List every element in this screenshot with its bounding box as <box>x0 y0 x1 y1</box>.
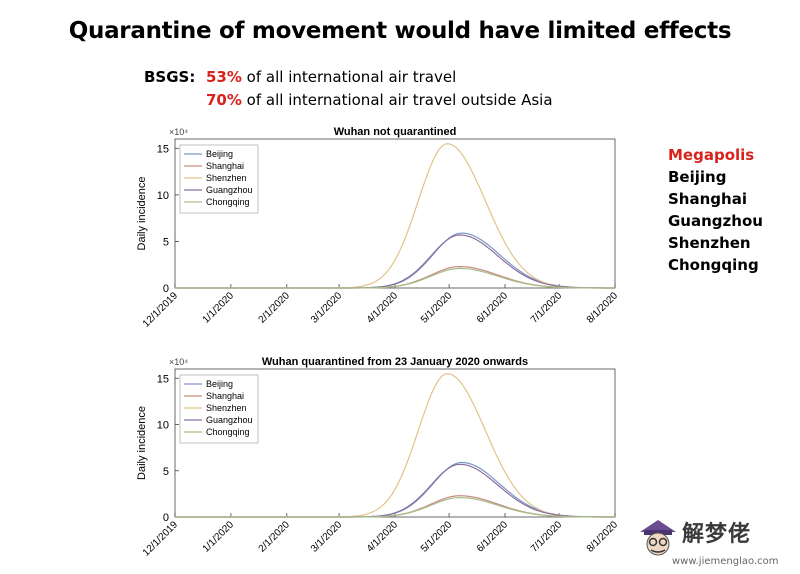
y-axis-label: Daily incidence <box>136 406 148 480</box>
legend-entry: Shenzhen <box>206 173 247 183</box>
x-tick-label: 12/1/2019 <box>141 519 181 559</box>
y-axis-label: Daily incidence <box>136 177 148 251</box>
detective-logo-icon <box>640 520 676 556</box>
x-tick-label: 7/1/2020 <box>529 519 565 555</box>
legend-entry: Guangzhou <box>206 415 253 425</box>
megapolis-item: Beijing <box>668 168 727 186</box>
y-multiplier: ×10⁴ <box>169 357 188 367</box>
x-tick-label: 8/1/2020 <box>585 290 621 326</box>
legend-entry: Beijing <box>206 379 233 389</box>
x-tick-label: 4/1/2020 <box>365 519 401 555</box>
megapolis-heading: Megapolis <box>668 146 755 164</box>
slide-title: Quarantine of movement would have limite… <box>68 18 732 44</box>
legend-entry: Chongqing <box>206 197 250 207</box>
y-multiplier: ×10⁴ <box>169 127 188 137</box>
chart-panel: Wuhan quarantined from 23 January 2020 o… <box>136 356 620 559</box>
megapolis-item: Shenzhen <box>668 234 751 252</box>
y-tick-label: 5 <box>163 236 169 248</box>
y-tick-label: 15 <box>157 373 169 385</box>
y-tick-label: 5 <box>163 466 169 478</box>
x-tick-label: 1/1/2020 <box>201 519 237 555</box>
watermark: 解梦佬 www.jiemenglao.com <box>636 512 796 572</box>
legend-entry: Shanghai <box>206 391 244 401</box>
legend-entry: Guangzhou <box>206 185 253 195</box>
x-tick-label: 5/1/2020 <box>419 519 455 555</box>
megapolis-list: Megapolis Beijing Shanghai Guangzhou She… <box>668 144 763 276</box>
bsgs-line-1: BSGS: 53% of all international air travel <box>144 66 553 89</box>
bsgs-text-1: of all international air travel <box>241 68 457 86</box>
x-tick-label: 12/1/2019 <box>141 290 181 330</box>
watermark-site: www.jiemenglao.com <box>672 556 779 567</box>
y-tick-label: 15 <box>157 143 169 155</box>
x-tick-label: 6/1/2020 <box>475 519 511 555</box>
legend-entry: Shanghai <box>206 161 244 171</box>
chart-panel: Wuhan not quarantined ×10⁴ Daily incidence… <box>136 126 620 330</box>
watermark-text: 解梦佬 <box>682 522 752 547</box>
bsgs-text-2: of all international air travel outside … <box>241 91 553 109</box>
legend-entry: Beijing <box>206 149 233 159</box>
chart-title: Wuhan quarantined from 23 January 2020 o… <box>262 356 528 368</box>
x-tick-label: 4/1/2020 <box>365 290 401 326</box>
bsgs-line-2: 70% of all international air travel outs… <box>144 89 553 112</box>
series-line <box>175 267 615 289</box>
bsgs-percent-1: 53% <box>206 68 242 86</box>
megapolis-item: Chongqing <box>668 256 759 274</box>
bsgs-block: BSGS: 53% of all international air travel… <box>144 66 553 112</box>
chart-title: Wuhan not quarantined <box>334 126 457 138</box>
series-line <box>175 496 615 518</box>
bsgs-label: BSGS: <box>144 68 196 86</box>
x-tick-label: 2/1/2020 <box>257 519 293 555</box>
megapolis-item: Guangzhou <box>668 212 763 230</box>
y-tick-label: 0 <box>163 512 169 524</box>
x-tick-label: 5/1/2020 <box>419 290 455 326</box>
y-tick-label: 10 <box>157 420 169 432</box>
x-tick-label: 6/1/2020 <box>475 290 511 326</box>
y-tick-label: 0 <box>163 283 169 295</box>
legend-entry: Shenzhen <box>206 403 247 413</box>
x-tick-label: 7/1/2020 <box>529 290 565 326</box>
megapolis-item: Shanghai <box>668 190 747 208</box>
y-tick-label: 10 <box>157 190 169 202</box>
x-tick-label: 3/1/2020 <box>309 519 345 555</box>
bsgs-percent-2: 70% <box>206 91 242 109</box>
x-tick-label: 1/1/2020 <box>201 290 237 326</box>
x-tick-label: 2/1/2020 <box>257 290 293 326</box>
x-tick-label: 3/1/2020 <box>309 290 345 326</box>
x-tick-label: 8/1/2020 <box>585 519 621 555</box>
legend-entry: Chongqing <box>206 427 250 437</box>
